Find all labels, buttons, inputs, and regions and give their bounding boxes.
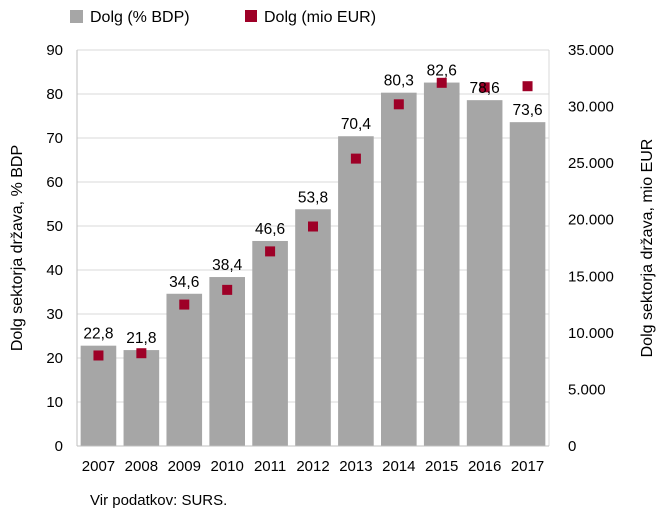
bar: [166, 293, 203, 446]
y-axis-title-left: Dolg sektorja država, % BDP: [9, 145, 26, 351]
legend: Dolg (% BDP) Dolg (mio EUR): [70, 9, 376, 26]
bar: [209, 277, 245, 446]
y-tick-label-right: 25.000: [568, 155, 614, 172]
x-tick-label: 2008: [125, 458, 158, 475]
marker-point: [393, 99, 404, 110]
legend-swatch-bar: [70, 10, 83, 23]
y-tick-label-left: 70: [46, 130, 63, 147]
marker-point: [436, 77, 447, 88]
y-tick-label-right: 20.000: [568, 212, 614, 229]
bar: [338, 136, 374, 447]
x-tick-label: 2010: [210, 458, 243, 475]
x-tick-label: 2007: [82, 458, 115, 475]
bar: [381, 92, 417, 447]
bar: [466, 100, 503, 446]
bar-data-label: 46,6: [255, 221, 285, 238]
markers: [93, 77, 533, 361]
marker-point: [479, 82, 490, 93]
data-labels: 22,8 21,8 34,6 38,4 46,6 53,8 70,4 80,3 82,6 78,6…: [83, 63, 542, 348]
source-note: Vir podatkov: SURS.: [90, 492, 228, 509]
x-tick-label: 2016: [468, 458, 501, 475]
bar: [123, 350, 160, 446]
y-ticks-right: 0 5.000 10.000 15.000 20.000 25.000 30.000 35.0…: [568, 42, 614, 455]
legend-label-bar: Dolg (% BDP): [90, 9, 190, 26]
y-tick-label-right: 35.000: [568, 42, 614, 59]
bar: [80, 345, 117, 446]
x-ticks: 2007 2008 2009 2010 2011 2012 2013 2014 2015 2016…: [82, 458, 544, 475]
bar-data-label: 78,6: [470, 80, 500, 97]
bars: [80, 82, 546, 447]
y-tick-label-right: 15.000: [568, 268, 614, 285]
marker-point: [222, 284, 233, 295]
y-tick-label-right: 0: [568, 438, 576, 455]
y-tick-label-left: 50: [46, 218, 63, 235]
bar: [509, 122, 546, 446]
marker-point: [93, 350, 104, 361]
bar: [295, 209, 331, 446]
y-ticks-left: 0 10 20 30 40 50 60 70 80 90: [46, 42, 63, 455]
y-tick-label-left: 90: [46, 42, 63, 59]
axes: [76, 50, 549, 447]
bar-data-label: 82,6: [427, 63, 457, 80]
marker-point: [136, 348, 147, 359]
bar: [423, 82, 460, 446]
marker-point: [522, 81, 533, 92]
y-tick-label-left: 30: [46, 306, 63, 323]
marker-point: [308, 221, 318, 232]
legend-label-marker: Dolg (mio EUR): [264, 9, 376, 26]
x-tick-label: 2013: [339, 458, 372, 475]
marker-point: [265, 246, 276, 257]
bar-data-label: 53,8: [298, 189, 328, 206]
x-tick-label: 2014: [382, 458, 415, 475]
bar-data-label: 80,3: [384, 73, 414, 90]
y-tick-label-left: 60: [46, 174, 63, 191]
y-tick-label-right: 30.000: [568, 99, 614, 116]
marker-point: [179, 299, 190, 310]
y-tick-label-left: 10: [46, 394, 63, 411]
marker-point: [350, 153, 361, 164]
bar-data-label: 73,6: [512, 102, 542, 119]
y-tick-label-left: 80: [46, 86, 63, 103]
bar-data-label: 22,8: [83, 326, 113, 343]
bar-data-label: 70,4: [341, 116, 372, 133]
y-tick-label-left: 0: [55, 438, 63, 455]
bar: [252, 240, 288, 446]
x-tick-label: 2012: [296, 458, 329, 475]
y-tick-label-right: 5.000: [568, 381, 606, 398]
x-tick-label: 2011: [254, 458, 286, 475]
y-tick-label-left: 20: [46, 350, 63, 367]
bar-data-label: 21,8: [126, 330, 156, 347]
x-tick-label: 2017: [511, 458, 544, 475]
y-tick-label-left: 40: [46, 262, 63, 279]
bar-data-label: 34,6: [169, 274, 199, 291]
y-tick-label-right: 10.000: [568, 325, 614, 342]
legend-swatch-marker: [245, 10, 257, 22]
x-tick-label: 2009: [168, 458, 201, 475]
x-tick-label: 2015: [425, 458, 458, 475]
y-axis-title-right: Dolg sektorja država, mio EUR: [639, 139, 656, 358]
bar-data-label: 38,4: [212, 257, 243, 274]
